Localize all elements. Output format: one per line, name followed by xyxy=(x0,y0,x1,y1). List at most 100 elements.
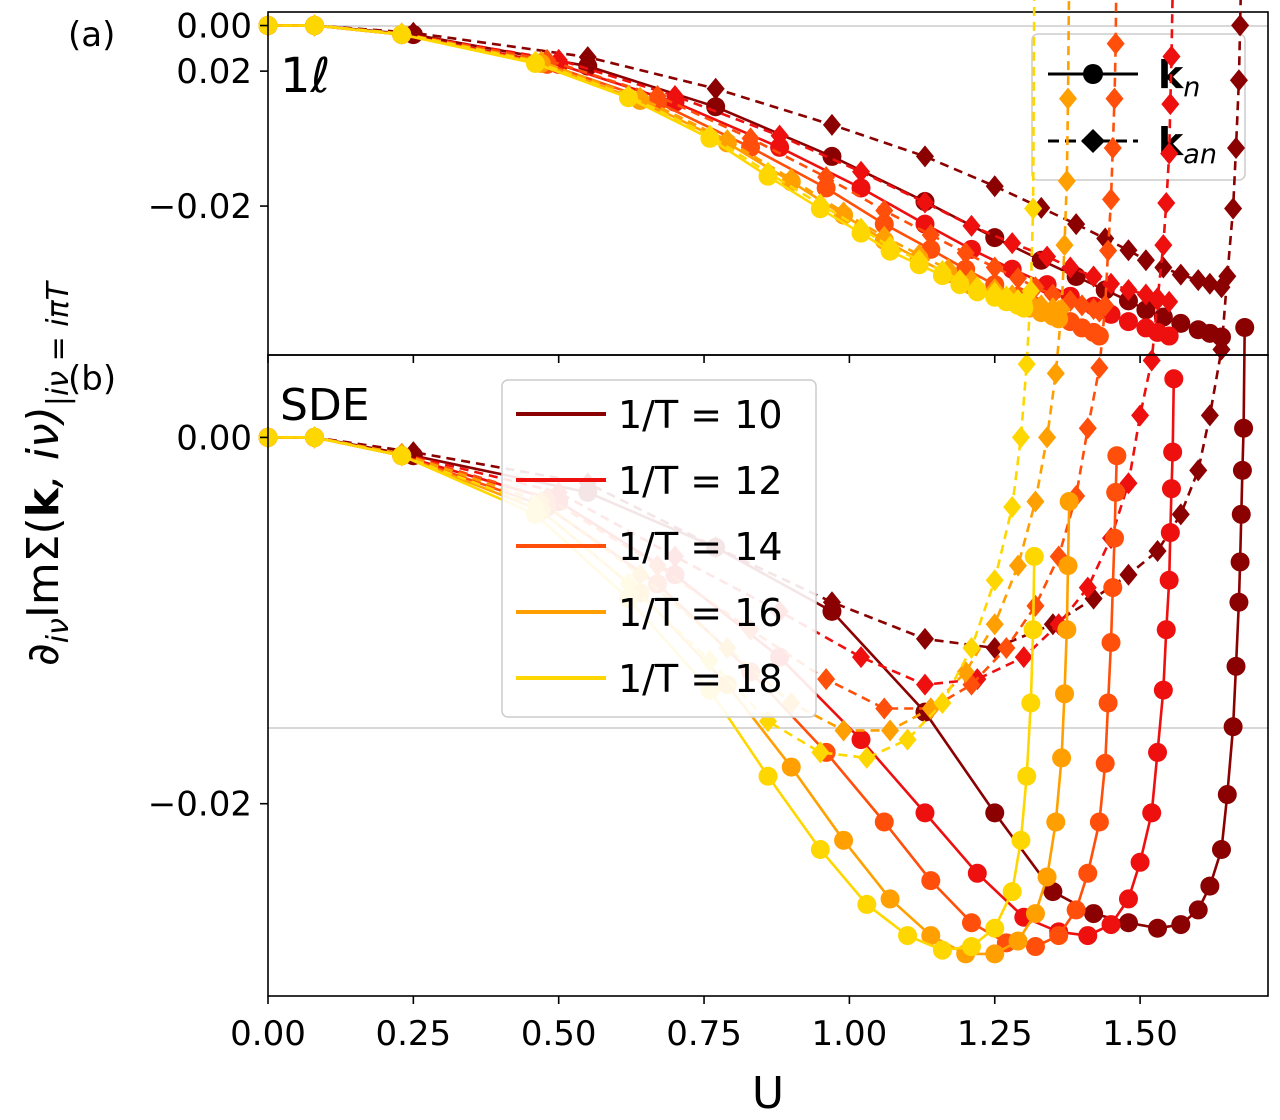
data-point-circle xyxy=(967,863,987,883)
data-point-circle xyxy=(1153,307,1173,327)
panel-b-label: (b) xyxy=(68,359,116,399)
data-point-circle xyxy=(1043,882,1063,902)
x-tick-label: 1.50 xyxy=(1102,1014,1178,1054)
series-a-1-t-18-k-an xyxy=(258,14,1033,314)
data-point-diamond xyxy=(834,201,853,224)
data-point-diamond xyxy=(619,84,638,107)
legend-entry-1-t-18: 1/T = 18 xyxy=(516,657,783,701)
data-point-circle xyxy=(1101,915,1121,935)
data-point-circle xyxy=(851,178,871,198)
data-point-diamond xyxy=(1021,279,1040,302)
data-point-diamond xyxy=(1160,142,1179,165)
data-point-diamond xyxy=(1154,234,1173,257)
y-axis-title-d-sub: iν xyxy=(41,618,76,643)
data-point-circle xyxy=(1055,684,1075,704)
legend-kn-label-sub: n xyxy=(1183,72,1200,103)
data-point-diamond xyxy=(1003,232,1022,255)
data-point-diamond xyxy=(1038,245,1057,268)
data-point-circle xyxy=(781,757,801,777)
data-point-diamond xyxy=(1148,539,1167,562)
y-axis-title-rest: , iν) xyxy=(18,406,69,488)
data-point-diamond xyxy=(1057,170,1076,193)
data-point-diamond xyxy=(1008,267,1028,290)
y-tick-label: −0.02 xyxy=(148,187,252,227)
data-point-circle xyxy=(985,944,1005,964)
x-tick-label: 1.00 xyxy=(812,1014,888,1054)
data-point-diamond xyxy=(915,627,934,650)
data-point-diamond xyxy=(950,269,969,292)
legend-label-lhs: 1/T xyxy=(618,657,679,701)
y-axis-title-main: ImΣ( xyxy=(18,517,69,618)
legend-label: 1/T = 10 xyxy=(618,393,783,437)
data-point-diamond xyxy=(1229,69,1248,92)
x-axis-ticks: 0.00 0.25 0.50 0.75 1.00 1.25 1.50 xyxy=(230,355,1178,1054)
data-point-circle xyxy=(1052,748,1072,768)
data-point-circle xyxy=(1037,867,1057,887)
data-point-circle xyxy=(1107,446,1127,466)
data-point-circle xyxy=(1230,552,1250,572)
data-point-diamond xyxy=(1200,404,1219,427)
legend-entry-1-t-12: 1/T = 12 xyxy=(516,459,783,503)
data-point-diamond xyxy=(985,613,1004,636)
data-point-diamond xyxy=(852,160,871,183)
data-point-diamond xyxy=(392,444,411,467)
data-point-diamond xyxy=(881,235,900,258)
data-point-circle xyxy=(1023,620,1043,640)
data-point-circle xyxy=(1078,926,1098,946)
data-point-circle xyxy=(1105,528,1125,548)
data-point-circle xyxy=(1235,318,1255,338)
data-point-circle xyxy=(1161,479,1181,499)
data-point-diamond xyxy=(1218,265,1237,288)
legend-label-lhs: 1/T xyxy=(618,591,679,635)
data-point-circle xyxy=(1066,900,1086,920)
data-point-circle xyxy=(1089,326,1109,346)
x-tick-label: 0.25 xyxy=(375,1014,451,1054)
legend-kan-diamond-marker xyxy=(1081,129,1105,153)
data-point-circle xyxy=(985,918,1005,938)
x-axis-title: U xyxy=(752,1068,784,1119)
data-point-diamond xyxy=(1008,554,1028,577)
data-point-diamond xyxy=(1157,191,1176,214)
data-point-circle xyxy=(1148,742,1168,762)
data-point-circle xyxy=(1163,442,1183,462)
data-point-diamond xyxy=(1099,239,1118,262)
data-point-diamond xyxy=(1102,188,1121,211)
data-point-circle xyxy=(1078,863,1098,883)
data-point-circle xyxy=(1159,326,1179,346)
data-point-diamond xyxy=(852,646,871,669)
y-tick-label: 0.00 xyxy=(176,418,252,458)
data-point-circle xyxy=(1098,693,1118,713)
temperature-legend-items: 1/T = 101/T = 121/T = 141/T = 161/T = 18 xyxy=(516,393,783,701)
data-point-circle xyxy=(1229,592,1249,612)
data-point-circle xyxy=(921,926,941,946)
data-point-circle xyxy=(1049,926,1069,946)
data-point-diamond xyxy=(1105,87,1124,110)
data-point-diamond xyxy=(1046,362,1065,385)
legend-kan-label-sub: an xyxy=(1183,139,1217,170)
legend-entry-kan: kan xyxy=(1048,120,1217,170)
legend-entry-1-t-16: 1/T = 16 xyxy=(516,591,783,635)
x-tick-label: 0.75 xyxy=(666,1014,742,1054)
data-point-circle xyxy=(1002,882,1022,902)
legend-label-lhs: 1/T xyxy=(618,393,679,437)
data-point-circle xyxy=(1084,904,1104,924)
panel-b-tag: SDE xyxy=(280,380,370,431)
legend-label-value: = 18 xyxy=(678,657,782,701)
legend-label-value: = 14 xyxy=(678,525,782,569)
data-point-diamond xyxy=(921,223,940,246)
y-tick-label: −0.02 xyxy=(148,785,252,825)
data-point-diamond xyxy=(1224,197,1243,220)
data-point-circle xyxy=(1223,717,1243,737)
panel-a-tag: 1ℓ xyxy=(280,48,330,104)
data-point-circle xyxy=(857,894,877,914)
x-tick-label: 0.50 xyxy=(521,1014,597,1054)
data-point-diamond xyxy=(1142,349,1161,372)
data-point-diamond xyxy=(1014,646,1033,669)
data-point-diamond xyxy=(811,741,830,764)
y-axis-title: ∂iνImΣ(k, iν)|iν = iπT xyxy=(18,279,76,666)
panel-b-frame xyxy=(267,354,1269,997)
data-point-circle xyxy=(1234,418,1254,438)
data-point-diamond xyxy=(700,124,719,147)
data-point-diamond xyxy=(770,124,789,147)
data-point-diamond xyxy=(1119,563,1138,586)
